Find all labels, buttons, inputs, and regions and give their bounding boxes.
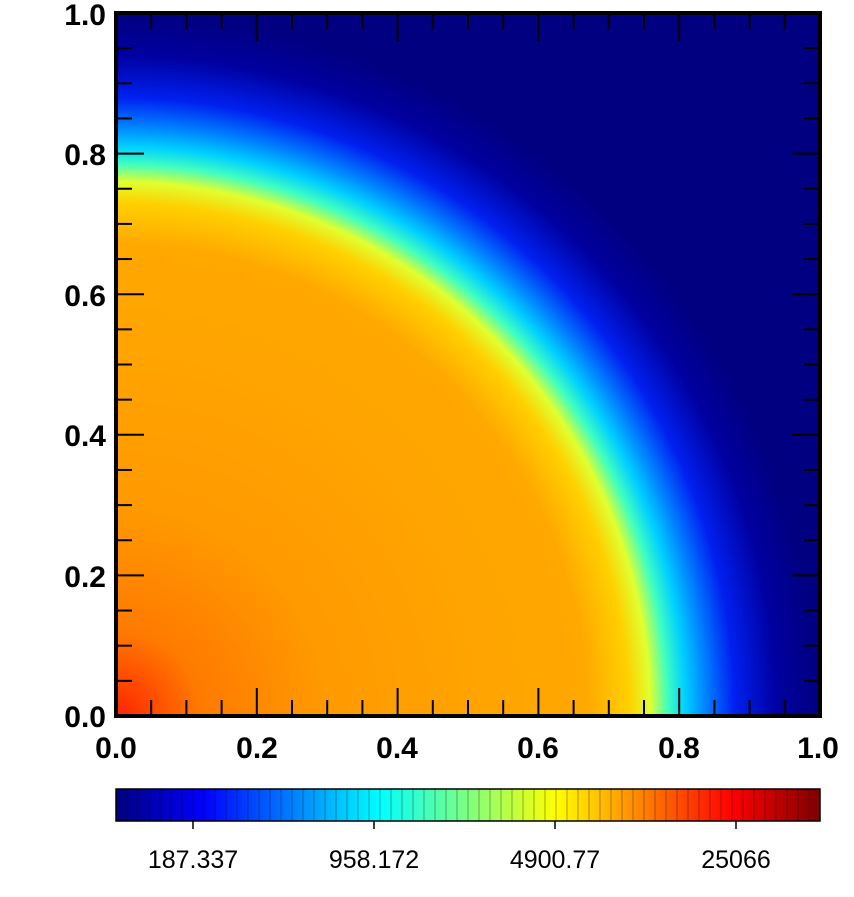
- y-axis: 0.0 0.2 0.4 0.6 0.8 1.0: [64, 0, 106, 734]
- y-tick-label: 0.6: [64, 280, 106, 313]
- colorbar-frame: [115, 788, 821, 822]
- plot-area: [114, 11, 822, 718]
- colorbar-label: 4900.77: [510, 846, 600, 874]
- x-tick-label: 1.0: [797, 732, 839, 765]
- x-tick-label: 0.8: [658, 732, 700, 765]
- y-tick-label: 1.0: [64, 0, 106, 32]
- colorbar-label: 25066: [701, 846, 771, 874]
- colorbar-divisions: [126, 789, 810, 821]
- heatmap-field: [116, 13, 820, 716]
- x-tick-label: 0.6: [517, 732, 559, 765]
- plot-frame: [114, 11, 822, 718]
- colorbar-label-ticks: [192, 821, 737, 829]
- colorbar: 187.337 958.172 4900.77 25066: [115, 788, 821, 874]
- y-tick-label: 0.2: [64, 561, 106, 594]
- y-tick-label: 0.0: [64, 701, 106, 734]
- x-tick-label: 0.0: [95, 732, 137, 765]
- y-tick-label: 0.4: [64, 420, 106, 453]
- colorbar-label: 187.337: [148, 846, 238, 874]
- x-axis: 0.0 0.2 0.4 0.6 0.8 1.0: [95, 732, 839, 765]
- y-tick-label: 0.8: [64, 139, 106, 172]
- x-tick-label: 0.4: [376, 732, 418, 765]
- colorbar-label: 958.172: [329, 846, 419, 874]
- x-tick-label: 0.2: [236, 732, 278, 765]
